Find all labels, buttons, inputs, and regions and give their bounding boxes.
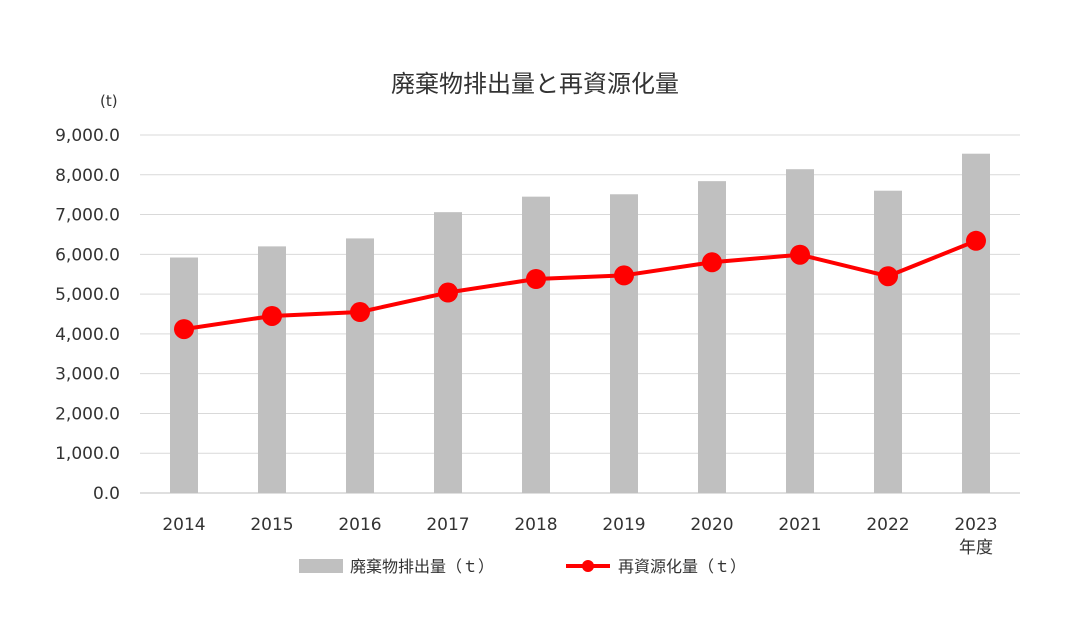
x-tick-label: 2023 (954, 515, 997, 535)
bar-series (170, 153, 990, 494)
bar (434, 212, 462, 493)
line-point (614, 265, 634, 286)
gridlines (140, 134, 1020, 494)
x-tick-label: 2018 (514, 515, 557, 535)
x-tick-label: 2019 (602, 515, 645, 535)
x-axis-unit-label: 年度 (959, 538, 993, 558)
x-tick-label: 2015 (250, 515, 293, 535)
y-tick-label: 9,000.0 (55, 126, 120, 146)
line-point (438, 282, 458, 303)
bar (346, 238, 374, 493)
legend-bar-label: 廃棄物排出量（ｔ） (350, 557, 494, 576)
bar (698, 181, 726, 494)
chart-title: 廃棄物排出量と再資源化量 (391, 70, 679, 98)
line-point (350, 302, 370, 323)
y-tick-label: 2,000.0 (55, 404, 120, 424)
line-point (966, 230, 986, 251)
y-axis-tick-labels: 0.0 1,000.0 2,000.0 3,000.0 4,000.0 5,000.0 6,… (55, 126, 120, 504)
x-tick-label: 2020 (690, 515, 733, 535)
line-point (790, 244, 810, 265)
bar (874, 190, 902, 493)
bar (522, 196, 550, 493)
legend-bar-swatch (299, 559, 343, 573)
x-tick-label: 2017 (426, 515, 469, 535)
y-tick-label: 4,000.0 (55, 325, 120, 345)
bar (610, 194, 638, 493)
line-point (526, 268, 546, 289)
x-tick-label: 2016 (338, 515, 381, 535)
y-tick-label: 6,000.0 (55, 245, 120, 265)
y-tick-label: 8,000.0 (55, 166, 120, 186)
x-tick-label: 2022 (866, 515, 909, 535)
y-tick-label: 3,000.0 (55, 365, 120, 385)
legend: 廃棄物排出量（ｔ） 再資源化量（ｔ） (299, 557, 746, 576)
bar (258, 246, 286, 493)
bar (962, 153, 990, 493)
line-point (262, 305, 282, 326)
x-tick-label: 2021 (778, 515, 821, 535)
bar (786, 169, 814, 493)
y-tick-label: 7,000.0 (55, 206, 120, 226)
bar (170, 257, 198, 493)
legend-line-label: 再資源化量（ｔ） (618, 557, 746, 576)
series-line (183, 238, 977, 332)
y-tick-label: 1,000.0 (55, 444, 120, 464)
y-axis-unit-label: (t) (100, 92, 118, 110)
line-series (174, 230, 986, 340)
line-point (878, 266, 898, 287)
x-tick-label: 2014 (162, 515, 205, 535)
legend-line-marker (582, 560, 594, 572)
y-tick-label: 0.0 (93, 484, 120, 504)
x-axis-tick-labels: 2014 2015 2016 2017 2018 2019 2020 2021 2022 2023 (162, 515, 997, 535)
y-tick-label: 5,000.0 (55, 285, 120, 305)
line-point (174, 319, 194, 340)
line-point (702, 252, 722, 273)
